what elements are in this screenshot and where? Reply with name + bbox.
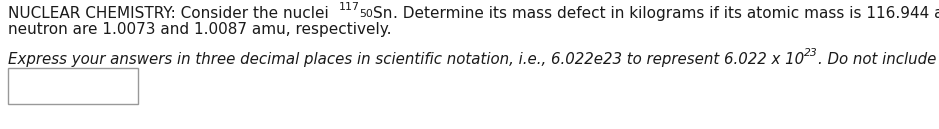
Text: Express your answers in three decimal places in scientific notation, i.e., 6.022: Express your answers in three decimal pl…: [8, 52, 804, 67]
Text: Sn: Sn: [374, 6, 393, 21]
Bar: [8, 68, 138, 104]
Text: . Determine its mass defect in kilograms if its atomic mass is 116.944 amu. The : . Determine its mass defect in kilograms…: [393, 6, 939, 21]
Text: NUCLEAR CHEMISTRY: Consider the nuclei: NUCLEAR CHEMISTRY: Consider the nuclei: [8, 6, 338, 21]
Text: 117: 117: [338, 2, 360, 12]
Text: 23: 23: [804, 48, 818, 58]
Text: . Do not include the unit.: . Do not include the unit.: [818, 52, 939, 67]
Text: neutron are 1.0073 and 1.0087 amu, respectively.: neutron are 1.0073 and 1.0087 amu, respe…: [8, 22, 392, 37]
Text: 50: 50: [360, 9, 374, 19]
